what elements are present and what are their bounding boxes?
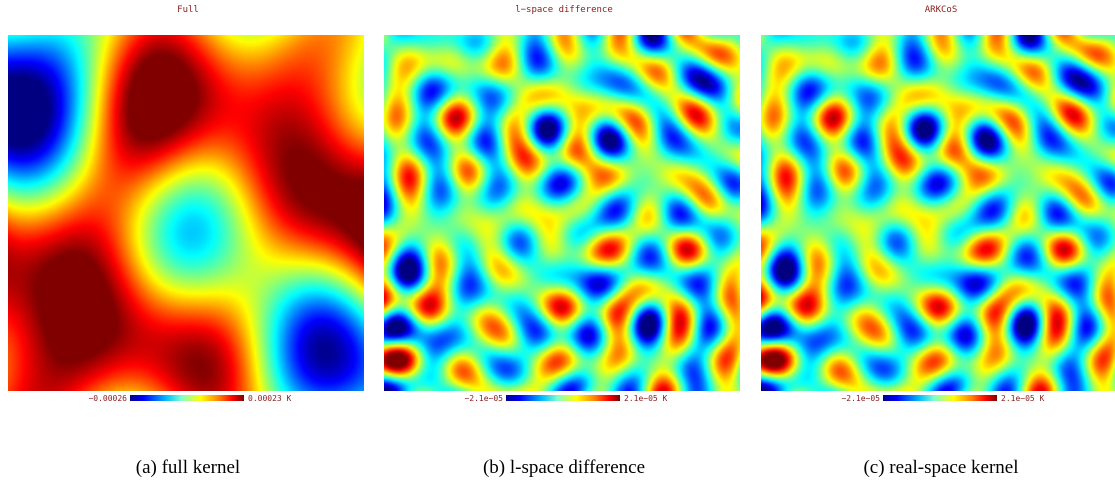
panel-title: ARKCoS	[924, 5, 958, 15]
sky-map-l-space-difference	[384, 35, 740, 391]
colorbar-max-label: 2.1e−05 K	[624, 394, 668, 403]
colorbar-min-label: −2.1e−05	[841, 394, 880, 403]
figure-caption: (a) full kernel	[135, 457, 241, 478]
colorbar-max-label: 0.00023 K	[248, 394, 292, 403]
colorbar: −2.1e−05 2.1e−05 K	[384, 394, 740, 406]
colorbar-min-label: −0.00026	[88, 394, 127, 403]
colorbar-gradient	[130, 395, 244, 401]
colorbar: −2.1e−05 2.1e−05 K	[761, 394, 1115, 406]
panel-real-space-kernel: ARKCoS −2.1e−05 2.1e−05 K (c) real-space…	[761, 0, 1115, 487]
figure-caption: (c) real-space kernel	[863, 457, 1019, 478]
colorbar-max-label: 2.1e−05 K	[1001, 394, 1045, 403]
panel-l-space-difference: l−space difference −2.1e−05 2.1e−05 K (b…	[384, 0, 744, 487]
panel-title: l−space difference	[515, 5, 613, 15]
colorbar: −0.00026 0.00023 K	[8, 394, 364, 406]
figure-caption: (b) l-space difference	[482, 457, 646, 478]
colorbar-gradient	[883, 395, 997, 401]
sky-map-full-kernel	[8, 35, 364, 391]
colorbar-gradient	[506, 395, 620, 401]
panel-full: Full −0.00026 0.00023 K (a) full kernel	[8, 0, 368, 487]
colorbar-min-label: −2.1e−05	[464, 394, 503, 403]
panel-title: Full	[177, 5, 199, 15]
sky-map-real-space-kernel	[761, 35, 1115, 391]
